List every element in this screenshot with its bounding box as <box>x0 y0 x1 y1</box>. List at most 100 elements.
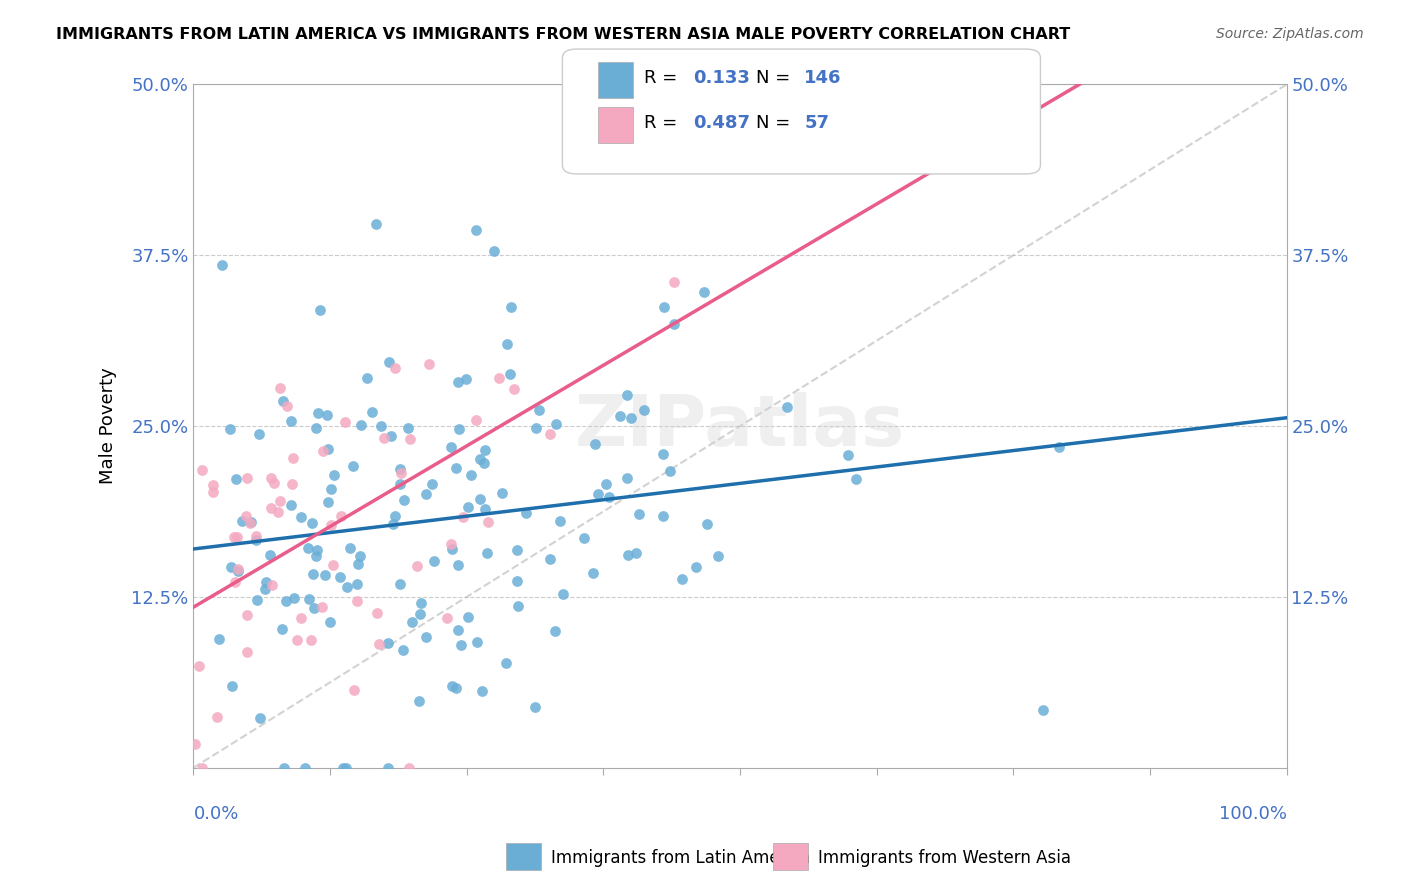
Point <box>254 582 277 596</box>
Point <box>440 679 463 693</box>
Point <box>628 507 651 521</box>
Point <box>364 217 387 231</box>
Point <box>226 562 249 576</box>
Point <box>538 426 561 441</box>
Point <box>392 492 415 507</box>
Point <box>316 495 339 509</box>
Point <box>583 436 606 450</box>
Point <box>474 502 496 516</box>
Point <box>538 552 561 566</box>
Point <box>617 548 640 562</box>
Point <box>378 355 401 369</box>
Text: Immigrants from Latin America: Immigrants from Latin America <box>551 849 810 867</box>
Point <box>586 487 609 501</box>
Point <box>222 530 245 544</box>
Point <box>322 467 344 482</box>
Text: 146: 146 <box>804 70 842 87</box>
Point <box>609 409 631 423</box>
Point <box>332 761 354 775</box>
Point <box>211 258 233 272</box>
Point <box>239 515 262 529</box>
Point <box>406 559 429 574</box>
Point <box>269 381 291 395</box>
Point <box>302 601 325 615</box>
Point <box>624 546 647 560</box>
Point <box>335 415 357 429</box>
Point <box>316 442 339 456</box>
Point <box>671 78 693 92</box>
Point <box>299 633 322 648</box>
Point <box>659 464 682 478</box>
Point <box>446 460 468 475</box>
Point <box>551 587 574 601</box>
Point <box>377 761 399 775</box>
Point <box>460 468 482 483</box>
Point <box>498 367 520 381</box>
Point <box>321 518 343 533</box>
Point <box>548 514 571 528</box>
Point <box>225 472 247 486</box>
Point <box>281 450 304 465</box>
Point <box>474 442 496 457</box>
Point <box>267 505 290 519</box>
Point <box>297 541 319 555</box>
Text: IMMIGRANTS FROM LATIN AMERICA VS IMMIGRANTS FROM WESTERN ASIA MALE POVERTY CORRE: IMMIGRANTS FROM LATIN AMERICA VS IMMIGRA… <box>56 27 1070 42</box>
Point <box>311 444 333 458</box>
Point <box>269 494 291 508</box>
Point <box>447 624 470 638</box>
Point <box>696 516 718 531</box>
Point <box>845 472 868 486</box>
Point <box>294 761 316 775</box>
Point <box>454 372 477 386</box>
Text: 0.0%: 0.0% <box>194 805 239 823</box>
Point <box>488 371 510 385</box>
Point <box>440 541 463 556</box>
Point <box>356 371 378 385</box>
Point <box>339 541 361 555</box>
Point <box>298 592 321 607</box>
Point <box>499 300 522 314</box>
Point <box>281 477 304 491</box>
Point <box>457 500 479 515</box>
Text: ZIPatlas: ZIPatlas <box>575 392 905 460</box>
Point <box>280 414 302 428</box>
Point <box>477 515 499 529</box>
Text: 57: 57 <box>804 114 830 132</box>
Point <box>574 531 596 545</box>
Point <box>273 761 295 775</box>
Point <box>342 459 364 474</box>
Point <box>330 508 353 523</box>
Point <box>506 543 529 558</box>
Point <box>343 682 366 697</box>
Point <box>465 412 488 426</box>
Text: 0.133: 0.133 <box>693 70 749 87</box>
Point <box>389 577 412 591</box>
Point <box>440 440 463 454</box>
Point <box>440 537 463 551</box>
Point <box>384 509 406 524</box>
Point <box>415 630 437 644</box>
Point <box>377 636 399 650</box>
Point <box>360 405 382 419</box>
Point <box>314 568 336 582</box>
Point <box>423 554 446 568</box>
Point <box>384 360 406 375</box>
Point <box>447 375 470 389</box>
Point <box>598 490 620 504</box>
Point <box>380 429 402 443</box>
Point <box>280 498 302 512</box>
Point <box>366 606 388 620</box>
Point <box>472 456 495 470</box>
Point <box>482 244 505 259</box>
Point <box>307 406 329 420</box>
Point <box>495 656 517 670</box>
Point <box>231 514 253 528</box>
Point <box>336 580 359 594</box>
Point <box>305 549 328 564</box>
Point <box>301 516 323 531</box>
Text: 100.0%: 100.0% <box>1219 805 1286 823</box>
Point <box>415 487 437 501</box>
Point <box>447 422 470 436</box>
Point <box>388 462 411 476</box>
Point <box>350 417 373 432</box>
